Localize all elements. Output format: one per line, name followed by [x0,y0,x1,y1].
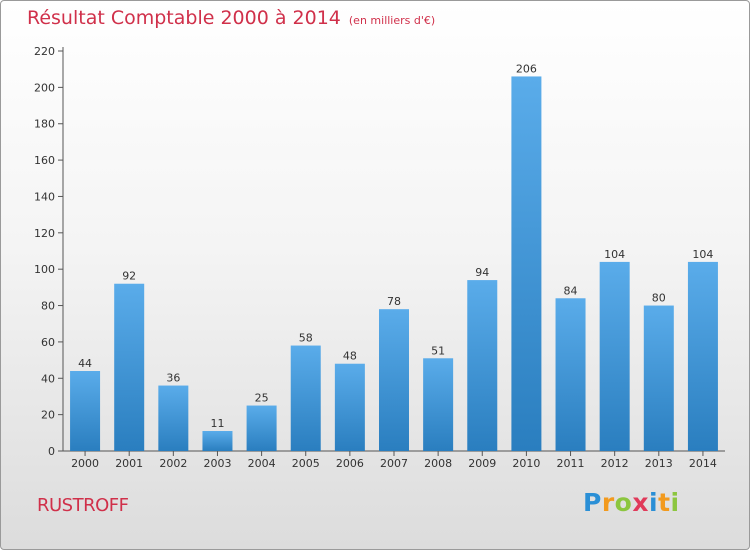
x-tick-label: 2010 [512,457,540,470]
data-label: 51 [431,344,445,357]
x-tick-label: 2001 [115,457,143,470]
x-tick-label: 2006 [336,457,364,470]
bar [379,309,409,451]
y-tick-label: 0 [48,445,55,458]
logo-letter: P [583,488,602,517]
y-axis: 0 20 40 60 80 100 120 140 160 180 200 220 [34,45,64,458]
title-row: Résultat Comptable 2000 à 2014 (en millie… [27,7,435,29]
x-tick-label: 2008 [424,457,452,470]
x-tick-label: 2004 [248,457,276,470]
y-tick-label: 140 [34,190,55,203]
x-tick-label: 2003 [203,457,231,470]
logo-letter: x [632,488,649,517]
commune-name: RUSTROFF [37,495,129,516]
bar [202,431,233,451]
bar [334,363,365,451]
bar [70,371,101,451]
y-tick-label: 80 [41,300,55,313]
data-label: 80 [652,292,666,305]
x-tick-label: 2012 [601,457,629,470]
data-label: 44 [78,357,92,370]
data-labels: 44 92 36 11 25 58 48 78 51 94 206 84 104 80 104 [78,62,713,430]
y-tick-label: 220 [34,45,55,58]
data-label: 84 [564,284,578,297]
data-label: 11 [210,417,224,430]
x-tick-label: 2014 [689,457,717,470]
y-tick-label: 40 [41,372,55,385]
bar [467,280,498,451]
data-label: 94 [475,266,489,279]
proxiti-logo[interactable]: Proxiti [583,488,680,517]
bar [158,385,189,451]
logo-letter: t [658,488,671,517]
y-tick-label: 100 [34,263,55,276]
logo-letter: r [601,488,615,517]
bar [290,345,321,451]
logo-letter: i [649,488,659,517]
bar [423,358,454,451]
y-tick-label: 120 [34,227,55,240]
x-tick-label: 2002 [159,457,187,470]
x-tick-label: 2000 [71,457,99,470]
y-tick-label: 160 [34,154,55,167]
bar [687,261,718,451]
data-label: 48 [343,350,357,363]
data-label: 58 [299,332,313,345]
y-tick-label: 200 [34,81,55,94]
bars [70,76,718,452]
y-tick-label: 180 [34,118,55,131]
y-tick-label: 20 [41,409,55,422]
data-label: 36 [166,372,180,385]
bar [511,76,542,452]
bar [114,283,145,451]
data-label: 104 [604,248,625,261]
x-tick-label: 2007 [380,457,408,470]
chart-title: Résultat Comptable 2000 à 2014 [27,7,341,29]
logo-letter: o [614,488,633,517]
bar [599,261,630,451]
chart-subtitle: (en milliers d'€) [348,14,436,27]
data-label: 206 [516,62,537,75]
bar [246,405,277,451]
data-label: 92 [122,270,136,283]
x-axis: 2000 2001 2002 2003 2004 2005 2006 2007 2008 2009… [63,450,725,470]
data-label: 78 [387,295,401,308]
data-label: 104 [692,248,713,261]
x-tick-label: 2011 [557,457,585,470]
bar [555,298,586,451]
logo-letter: i [670,488,680,517]
data-label: 25 [255,392,269,405]
x-tick-label: 2005 [292,457,320,470]
bar [643,305,674,451]
y-tick-label: 60 [41,336,55,349]
x-tick-label: 2013 [645,457,673,470]
x-tick-label: 2009 [468,457,496,470]
